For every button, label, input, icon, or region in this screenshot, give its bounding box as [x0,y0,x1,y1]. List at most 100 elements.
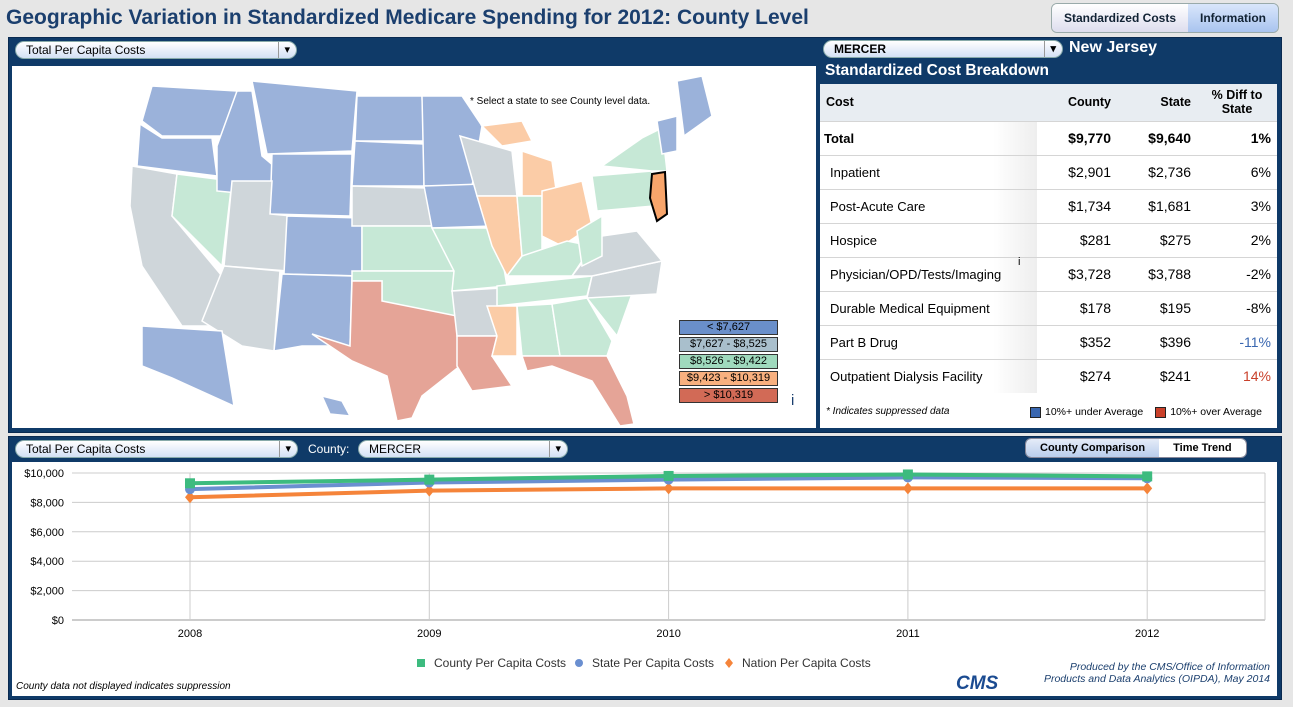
diff-value: -2% [1197,256,1277,291]
state-value: $1,681 [1117,188,1197,223]
x-tick-label: 2008 [178,628,202,640]
state-shape[interactable] [141,85,238,137]
trend-county-select[interactable]: MERCER [358,440,568,458]
state-shape[interactable] [269,153,353,217]
chart-area: $0 $2,000 $4,000 $6,000 $8,000 $10,000 2008 200… [12,462,1277,696]
legend-item: $7,627 - $8,525 [679,337,778,352]
state-shape[interactable] [273,273,353,352]
state-shape[interactable] [251,80,358,155]
state-shape[interactable] [283,215,363,277]
breakdown-table-container: Cost County State% Diff to State Total $9,7… [820,84,1277,428]
cost-name: Hospice [820,222,1037,257]
breakdown-table: Cost County State% Diff to State Total $9,7… [820,84,1277,393]
color-key: 10%+ under Average 10%+ over Average [1030,406,1262,418]
state-value: $2,736 [1117,154,1197,189]
diff-value: 2% [1197,222,1277,257]
data-point [424,474,435,485]
data-point [663,470,674,481]
data-point [185,478,195,489]
county-comparison-button[interactable]: County Comparison [1026,439,1160,457]
legend-item: < $7,627 [679,320,778,335]
physician-info-icon[interactable]: i [1018,256,1021,268]
trend-measure-select[interactable]: Total Per Capita Costs [15,440,298,458]
x-tick-label: 2011 [896,628,920,640]
page-title: Geographic Variation in Standardized Med… [6,6,809,29]
us-map: * Select a state to see County level dat… [12,66,816,428]
data-point [902,469,913,480]
table-row: Part B Drug $352 $396 -11% [820,324,1277,359]
state-shape[interactable] [171,173,233,268]
legend-item: > $10,319 [679,388,778,403]
legend-marker [725,658,733,668]
state-shape[interactable] [485,305,518,357]
state-shape[interactable] [141,325,235,408]
state-shape[interactable] [656,115,678,155]
county-label: County: [308,442,350,456]
state-shape[interactable] [520,355,635,427]
diff-value: 14% [1197,358,1277,393]
header-diff: % Diff to State [1197,84,1277,121]
data-point [185,491,195,504]
state-shape[interactable] [599,126,668,172]
diff-value: 1% [1197,120,1277,155]
legend-label: Nation Per Capita Costs [742,656,871,670]
state-shape[interactable] [311,280,461,422]
y-tick-label: $8,000 [30,497,64,509]
state-value: $3,788 [1117,256,1197,291]
y-tick-label: $6,000 [30,527,64,539]
table-row: Durable Medical Equipment $178 $195 -8% [820,290,1277,325]
legend-marker [575,659,583,667]
header-county: County [1037,84,1117,121]
legend-marker [417,659,425,667]
data-point [902,482,913,495]
legend-item: $8,526 - $9,422 [679,354,778,369]
cms-logo: CMS [956,673,999,694]
state-value: $275 [1117,222,1197,257]
diff-value: 6% [1197,154,1277,189]
info-icon[interactable]: i [791,392,795,409]
credit-line-2: Products and Data Analytics (OIPDA), May… [1043,673,1270,685]
tab-standardized-costs[interactable]: Standardized Costs [1051,4,1188,32]
x-tick-label: 2012 [1135,628,1159,640]
data-point [1142,482,1153,495]
y-tick-label: $2,000 [30,586,64,598]
y-tick-label: $0 [52,615,64,627]
diff-value: -11% [1197,324,1277,359]
credit: Produced by the CMS/Office of Informatio… [1014,661,1270,685]
state-shape[interactable] [516,195,543,257]
cost-name: Total [820,120,1037,155]
over-swatch [1155,406,1167,418]
state-value: $396 [1117,324,1197,359]
state-new-jersey-selected[interactable] [648,170,669,223]
diff-value: 3% [1197,188,1277,223]
table-row: Outpatient Dialysis Facility $274 $241 14% [820,358,1277,393]
state-shape[interactable] [551,297,613,357]
us-map-svg[interactable] [12,66,816,428]
map-legend: < $7,627 $7,627 - $8,525 $8,526 - $9,422 $9… [679,320,778,405]
state-shape[interactable] [136,122,218,177]
county-value: $2,901 [1037,154,1117,189]
cost-name: Physician/OPD/Tests/Imaging [820,256,1037,291]
state-shape[interactable] [480,120,534,147]
state-shape[interactable] [576,214,603,268]
legend-label: State Per Capita Costs [592,656,714,670]
map-measure-select[interactable]: Total Per Capita Costs [15,41,297,59]
state-value: $195 [1117,290,1197,325]
state-shape[interactable] [351,140,425,187]
cost-name: Durable Medical Equipment [820,290,1037,325]
state-shape[interactable] [320,394,352,417]
state-shape[interactable] [354,95,425,142]
state-value: $241 [1117,358,1197,393]
map-note: * Select a state to see County level dat… [470,96,651,107]
time-trend-button[interactable]: Time Trend [1159,439,1246,457]
county-select[interactable]: MERCER [823,40,1063,58]
tab-information[interactable]: Information [1188,4,1278,32]
data-point [1142,471,1153,482]
suppressed-footnote: * Indicates suppressed data [826,406,950,417]
breakdown-title: Standardized Cost Breakdown [825,62,1049,79]
state-shape[interactable] [676,75,713,138]
state-shape[interactable] [201,265,281,352]
county-value: $3,728 [1037,256,1117,291]
state-shape[interactable] [591,170,655,212]
y-tick-label: $4,000 [30,556,64,568]
